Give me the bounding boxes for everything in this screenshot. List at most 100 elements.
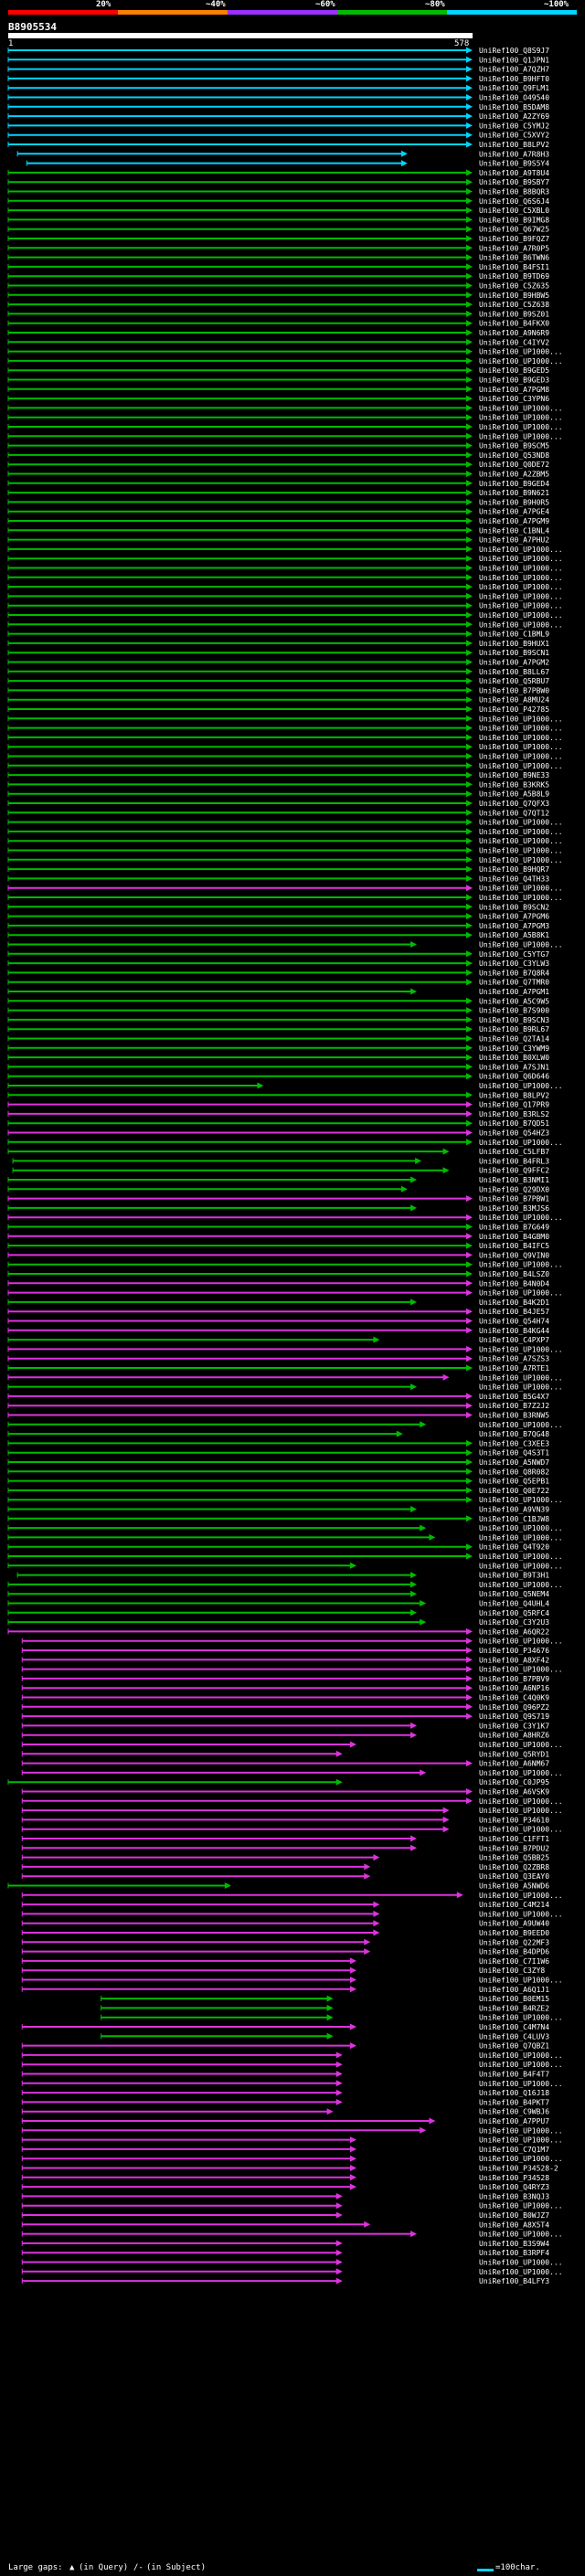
hit-row[interactable]: UniRef100_A5C9W5 [7,997,549,1005]
hit-label[interactable]: UniRef100_B5G4X7 [479,1393,549,1401]
hit-label[interactable]: UniRef100_A6Q1J1 [479,1986,549,1994]
hit-label[interactable]: UniRef100_B8BQR3 [479,188,549,196]
hit-label[interactable]: UniRef100_B9IMG8 [479,216,549,224]
hit-label[interactable]: UniRef100_C4IYV2 [479,338,549,346]
hit-row[interactable]: UniRef100_Q4T920 [7,1543,549,1552]
hit-label[interactable]: UniRef100_B3KRK5 [479,780,549,789]
hit-label[interactable]: UniRef100_B7QD51 [479,1119,549,1128]
hit-row[interactable]: UniRef100_B3RLS2 [7,1110,549,1118]
hit-row[interactable]: UniRef100_P34528 [21,2174,549,2182]
hit-label[interactable]: UniRef100_UP1000... [479,1562,563,1570]
hit-row[interactable]: UniRef100_B8LPV2 [7,141,549,149]
hit-label[interactable]: UniRef100_UP1000... [479,555,563,563]
hit-row[interactable]: UniRef100_UP1000... [7,1139,563,1147]
hit-row[interactable]: UniRef100_B7QG48 [7,1430,549,1438]
hit-row[interactable]: UniRef100_B9SZ01 [7,310,549,318]
hit-row[interactable]: UniRef100_A2ZBM5 [7,471,549,479]
hit-label[interactable]: UniRef100_UP1000... [479,856,563,864]
hit-label[interactable]: UniRef100_B9T3H1 [479,1572,549,1580]
hit-row[interactable]: UniRef100_A7R0P5 [7,244,549,252]
hit-row[interactable]: UniRef100_B9GED4 [7,480,549,488]
hit-label[interactable]: UniRef100_B9EED0 [479,1929,549,1937]
hit-row[interactable]: UniRef100_UP1000... [21,1826,563,1834]
hit-row[interactable]: UniRef100_C3YLW3 [7,959,549,968]
hit-row[interactable]: UniRef100_B4DPD6 [21,1948,549,1956]
hit-row[interactable]: UniRef100_P42785 [7,705,549,714]
hit-label[interactable]: UniRef100_A7PGM1 [479,988,549,996]
hit-row[interactable]: UniRef100_A7R8H3 [16,150,549,158]
hit-row[interactable]: UniRef100_A9T8U4 [7,169,549,177]
hit-label[interactable]: UniRef100_Q54HZ3 [479,1129,549,1138]
hit-label[interactable]: UniRef100_C5XVY2 [479,132,549,140]
hit-label[interactable]: UniRef100_C5YTG7 [479,950,549,959]
hit-label[interactable]: UniRef100_B3MJS6 [479,1204,549,1213]
hit-row[interactable]: UniRef100_B3NMI1 [7,1176,549,1184]
hit-row[interactable]: UniRef100_UP1000... [7,555,563,563]
hit-label[interactable]: UniRef100_C4M214 [479,1901,549,1909]
hit-row[interactable]: UniRef100_Q54HZ3 [7,1129,549,1138]
hit-label[interactable]: UniRef100_Q54H74 [479,1318,549,1326]
hit-row[interactable]: UniRef100_C5Z638 [7,301,549,309]
hit-label[interactable]: UniRef100_Q5RYD1 [479,1750,549,1758]
hit-row[interactable]: UniRef100_A6VSK9 [21,1788,549,1797]
hit-label[interactable]: UniRef100_B9GED5 [479,366,549,375]
hit-row[interactable]: UniRef100_Q2TA14 [7,1035,549,1044]
hit-row[interactable]: UniRef100_B3KRK5 [7,780,549,789]
hit-label[interactable]: UniRef100_A2ZBM5 [479,471,549,479]
hit-row[interactable]: UniRef100_B6TWN6 [7,254,549,262]
hit-row[interactable]: UniRef100_UP1000... [7,1345,563,1353]
hit-label[interactable]: UniRef100_UP1000... [479,819,563,827]
hit-label[interactable]: UniRef100_B4JE57 [479,1308,549,1316]
hit-label[interactable]: UniRef100_A5NWD6 [479,1882,549,1891]
hit-row[interactable]: UniRef100_B7S900 [7,1007,549,1015]
hit-label[interactable]: UniRef100_Q4S3T1 [479,1449,549,1458]
hit-label[interactable]: UniRef100_A8MU24 [479,696,549,705]
hit-label[interactable]: UniRef100_B4GBM0 [479,1233,549,1241]
hit-label[interactable]: UniRef100_B5DAM8 [479,103,549,111]
hit-row[interactable]: UniRef100_C3YPN6 [7,395,549,403]
hit-row[interactable]: UniRef100_B7Z2J2 [7,1402,549,1410]
hit-row[interactable]: UniRef100_C4IYV2 [7,338,549,346]
hit-label[interactable]: UniRef100_A9UW40 [479,1920,549,1928]
hit-label[interactable]: UniRef100_B9GED4 [479,480,549,488]
hit-row[interactable]: UniRef100_A8HRZ6 [21,1732,549,1740]
hit-row[interactable]: UniRef100_C5YTG7 [7,950,549,959]
hit-row[interactable]: UniRef100_UP1000... [21,1910,563,1918]
hit-label[interactable]: UniRef100_UP1000... [479,348,563,356]
hit-label[interactable]: UniRef100_A7PGM9 [479,517,549,525]
hit-label[interactable]: UniRef100_B7PBV9 [479,1675,549,1683]
hit-label[interactable]: UniRef100_A7R0P5 [479,244,549,252]
hit-row[interactable]: UniRef100_Q9FFC2 [12,1167,549,1175]
hit-label[interactable]: UniRef100_C7Q1M7 [479,2146,549,2154]
hit-label[interactable]: UniRef100_A7SJN1 [479,1063,549,1071]
hit-row[interactable]: UniRef100_Q4S3T1 [7,1449,549,1458]
hit-label[interactable]: UniRef100_B0XLW0 [479,1054,549,1062]
hit-row[interactable]: UniRef100_Q5RYD1 [21,1750,549,1758]
hit-row[interactable]: UniRef100_Q3EAY0 [21,1872,549,1881]
hit-label[interactable]: UniRef100_B9S5Y4 [479,160,549,168]
hit-row[interactable]: UniRef100_A8X5T4 [21,2221,549,2229]
hit-row[interactable]: UniRef100_UP1000... [21,1807,563,1815]
hit-label[interactable]: UniRef100_UP1000... [479,611,563,620]
hit-label[interactable]: UniRef100_Q8R082 [479,1468,549,1476]
hit-label[interactable]: UniRef100_UP1000... [479,1496,563,1504]
hit-label[interactable]: UniRef100_B4LSZ0 [479,1270,549,1278]
hit-row[interactable]: UniRef100_C4PXP7 [7,1336,549,1344]
hit-label[interactable]: UniRef100_Q9FFC2 [479,1167,549,1175]
hit-row[interactable]: UniRef100_UP1000... [7,565,563,573]
hit-row[interactable]: UniRef100_UP1000... [21,1892,563,1900]
hit-row[interactable]: UniRef100_Q29DX0 [7,1185,549,1193]
hit-label[interactable]: UniRef100_C3Y1K7 [479,1722,549,1730]
hit-label[interactable]: UniRef100_Q96PZ2 [479,1703,549,1712]
hit-row[interactable]: UniRef100_B0XLW0 [7,1054,549,1062]
hit-label[interactable]: UniRef100_UP1000... [479,1892,563,1900]
hit-label[interactable]: UniRef100_Q7QFX3 [479,800,549,808]
hit-row[interactable]: UniRef100_C1FFT1 [21,1835,549,1843]
hit-label[interactable]: UniRef100_A5C9W5 [479,997,549,1005]
hit-row[interactable]: UniRef100_Q7TMR0 [7,979,549,987]
hit-row[interactable]: UniRef100_C9WBJ6 [21,2108,549,2116]
hit-row[interactable]: UniRef100_A7PGM1 [7,988,549,996]
hit-row[interactable]: UniRef100_A9VN39 [7,1506,549,1514]
hit-row[interactable]: UniRef100_UP1000... [21,1638,563,1646]
hit-row[interactable]: UniRef100_C7Q1M7 [21,2146,549,2154]
